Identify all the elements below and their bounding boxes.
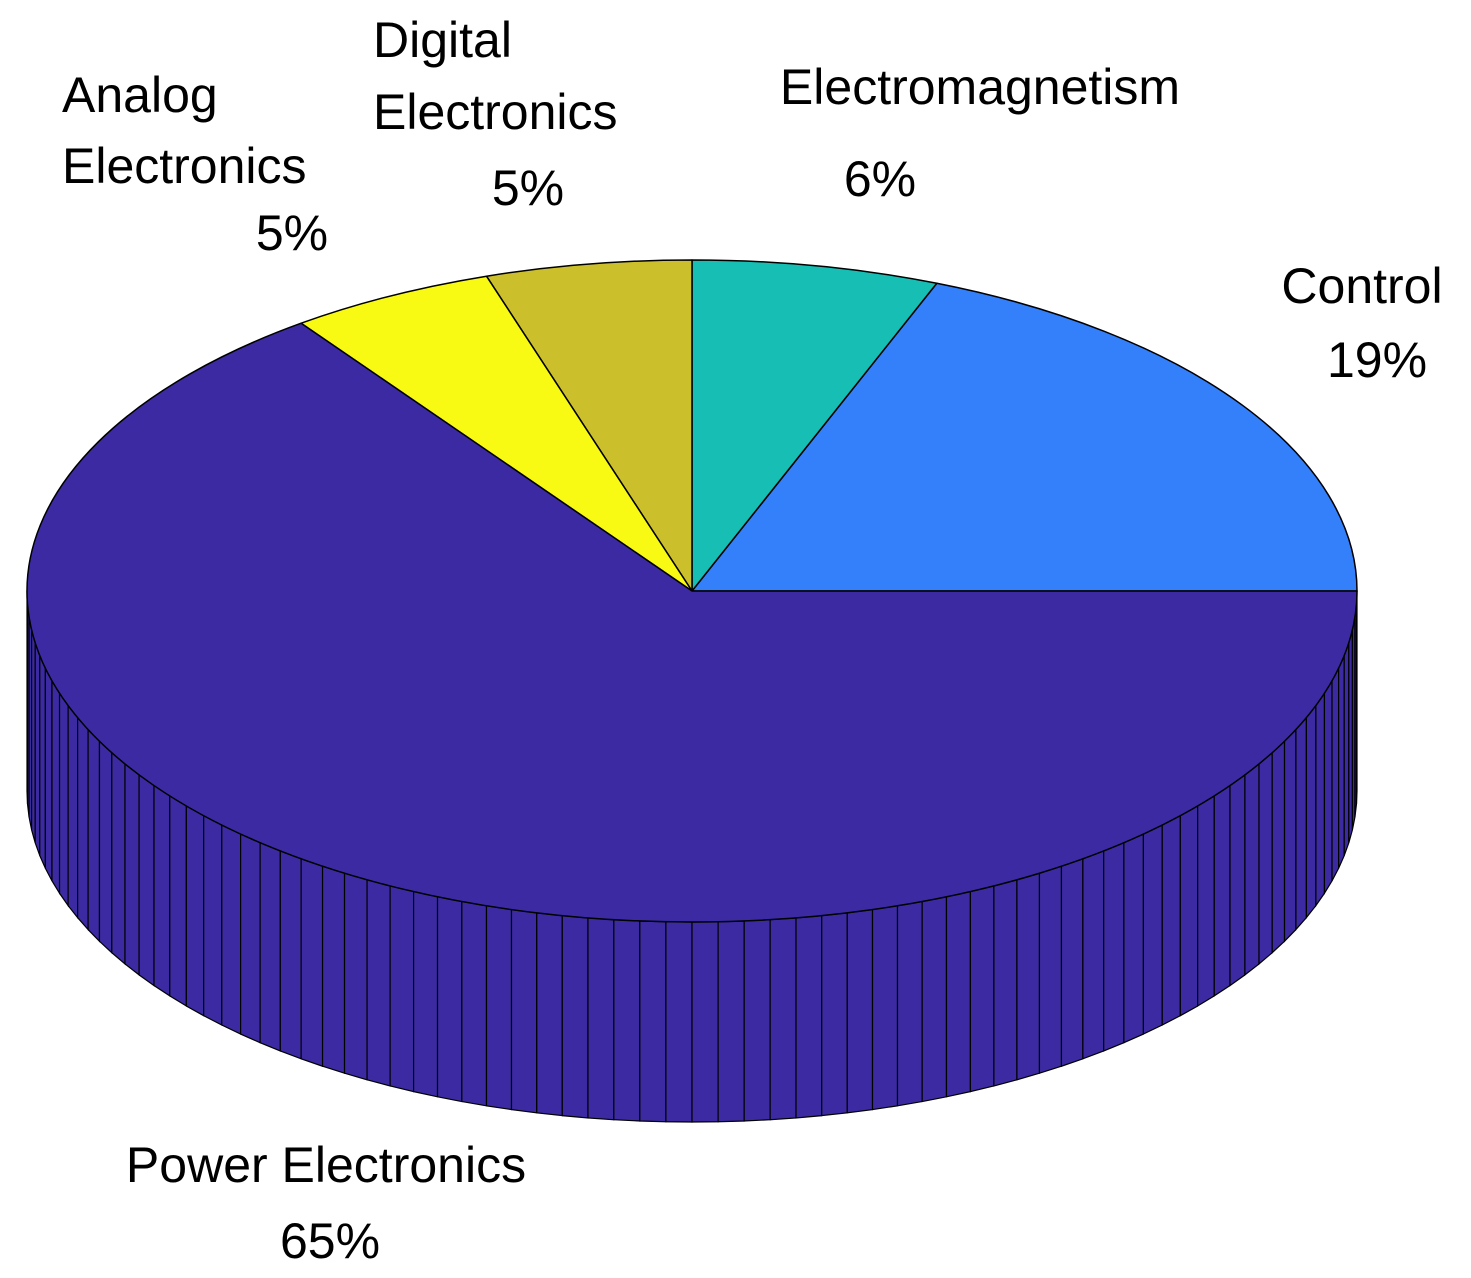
pie-side-power-electronics	[111, 751, 126, 966]
label-power-electronics-name: Power Electronics	[126, 1137, 526, 1193]
pie-side-power-electronics	[1244, 762, 1260, 977]
pie-side-power-electronics	[1103, 841, 1125, 1052]
pie-slice-analog-electronics	[300, 275, 693, 592]
pie-side-power-electronics	[1295, 716, 1307, 932]
pie-side-power-electronics	[34, 642, 41, 856]
pie-slice-control	[691, 282, 1358, 592]
pie-side-power-electronics	[945, 890, 972, 1098]
pie-side-power-electronics	[87, 728, 101, 943]
pie-side-power-electronics	[587, 917, 615, 1121]
pie-side-power-electronics	[1355, 590, 1358, 805]
label-digital-electronics: Digital Electronics 5%	[373, 12, 618, 216]
pie-side-power-electronics	[846, 908, 874, 1114]
pie-side-power-electronics	[1229, 773, 1246, 987]
pie-side-power-electronics	[1283, 728, 1297, 943]
pie-side-power-electronics	[613, 919, 641, 1122]
pie-side-power-electronics	[743, 919, 771, 1122]
pie-side-power-electronics	[485, 905, 513, 1111]
pie-side-power-electronics	[921, 896, 948, 1103]
pie-side-power-electronics	[77, 716, 89, 932]
label-electromagnetism-percent: 6%	[844, 151, 916, 207]
pie-side-power-electronics	[969, 885, 995, 1093]
pie-side-power-electronics	[240, 833, 261, 1044]
label-digital-electronics-percent: 5%	[492, 160, 564, 216]
pie-side-power-electronics	[39, 655, 46, 869]
label-power-electronics: Power Electronics 65%	[126, 1137, 526, 1269]
pie-side-power-electronics	[510, 908, 538, 1114]
pie-side-power-electronics	[436, 896, 463, 1103]
pie-side-power-electronics	[1343, 642, 1350, 856]
pie-slice-power-electronics	[26, 322, 1358, 923]
label-electromagnetism: Electromagnetism 6%	[780, 59, 1180, 207]
pie-side-power-electronics	[665, 921, 693, 1123]
pie-side-power-electronics	[1213, 784, 1231, 998]
pie-side-power-electronics	[821, 912, 848, 1117]
pie-side-power-electronics	[1060, 857, 1084, 1068]
pie-side-power-electronics	[1038, 865, 1063, 1075]
pie-side-power-electronics	[51, 678, 61, 896]
pie-side-power-electronics	[44, 667, 53, 882]
pie-side-power-electronics	[1179, 804, 1199, 1017]
pie-side-power-electronics	[203, 814, 223, 1027]
label-analog-electronics-name-line2: Electronics	[62, 138, 307, 194]
pie-side-power-electronics	[993, 879, 1018, 1087]
pie-side-power-electronics	[717, 920, 745, 1123]
pie-side-power-electronics	[691, 921, 719, 1123]
label-control: Control 19%	[1281, 258, 1442, 388]
pie-side-power-electronics	[561, 914, 589, 1119]
pie-side-power-electronics	[639, 920, 667, 1123]
pie-side-power-electronics	[1016, 872, 1041, 1081]
pie-side-power-electronics	[1331, 667, 1340, 882]
pie-side-power-electronics	[461, 900, 488, 1107]
pie-side-power-electronics	[389, 885, 415, 1093]
pie-side-power-electronics	[1142, 824, 1163, 1036]
pie-slice-electromagnetism	[691, 259, 938, 592]
pie-side-power-electronics	[1271, 739, 1286, 955]
label-electromagnetism-name: Electromagnetism	[780, 59, 1180, 115]
label-analog-electronics-percent: 5%	[256, 205, 328, 261]
pie-side-power-electronics	[153, 784, 171, 998]
pie-side-power-electronics	[1082, 850, 1105, 1060]
pie-side-power-electronics	[1315, 691, 1326, 908]
pie-side-power-electronics	[1258, 751, 1273, 966]
pie-side-power-electronics	[1161, 814, 1181, 1027]
pie-side-power-electronics	[221, 824, 242, 1036]
label-control-name: Control	[1281, 258, 1442, 314]
label-power-electronics-percent: 65%	[280, 1213, 380, 1269]
pie-side-power-electronics	[795, 914, 823, 1119]
pie-side-power-electronics	[896, 900, 923, 1107]
pie-side-power-electronics	[67, 703, 79, 920]
label-analog-electronics: Analog Electronics 5%	[62, 67, 328, 261]
pie-side-power-electronics	[343, 872, 368, 1081]
label-digital-electronics-name-line1: Digital	[373, 12, 512, 68]
pie-side-power-electronics	[536, 912, 563, 1117]
pie-side-power-electronics	[871, 905, 899, 1111]
pie-side-power-electronics	[1323, 678, 1333, 896]
pie-top-layer	[26, 259, 1358, 923]
pie-side-power-electronics	[58, 691, 69, 908]
pie-side-power-electronics	[321, 865, 346, 1075]
pie-side-power-electronics	[366, 879, 391, 1087]
pie-side-power-electronics	[138, 773, 155, 987]
pie-side-power-electronics	[279, 850, 302, 1060]
pie-slice-digital-electronics	[485, 259, 693, 592]
label-digital-electronics-name-line2: Electronics	[373, 84, 618, 140]
pie-side-power-electronics	[1197, 794, 1215, 1008]
pie-side-power-electronics	[1305, 703, 1317, 920]
pie-side-power-electronics	[185, 804, 205, 1017]
pie-side-power-electronics	[769, 917, 797, 1121]
pie-side-power-electronics	[300, 857, 324, 1068]
label-analog-electronics-name-line1: Analog	[62, 67, 218, 123]
label-control-percent: 19%	[1327, 332, 1427, 388]
pie-side-power-electronics	[1338, 655, 1345, 869]
pie-side-power-electronics	[124, 762, 140, 977]
pie-side-power-electronics	[98, 739, 113, 955]
pie-side-power-electronics	[259, 841, 281, 1052]
pie-side-power-electronics	[1123, 833, 1145, 1044]
pie-side-power-electronics	[169, 794, 187, 1008]
pie-side-power-electronics	[412, 890, 439, 1098]
